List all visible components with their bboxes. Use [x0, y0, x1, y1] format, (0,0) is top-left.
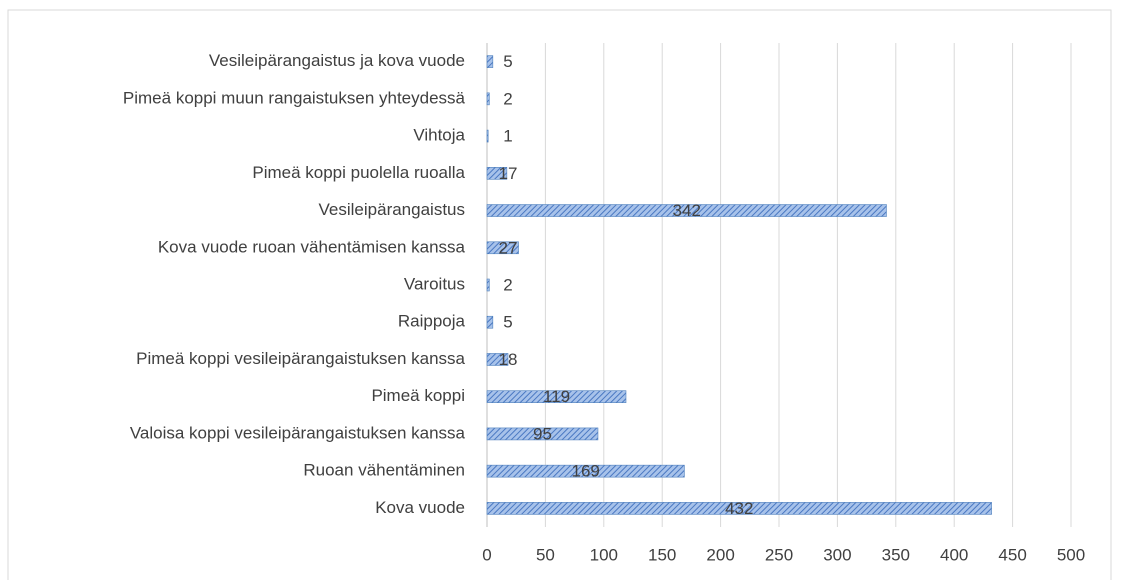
bar: [486, 92, 490, 106]
data-label: 432: [725, 499, 753, 518]
bar: [486, 464, 685, 478]
data-label: 5: [503, 313, 512, 332]
bar: [486, 278, 490, 292]
data-label: 169: [572, 462, 600, 481]
bar: [486, 502, 992, 515]
bar: [486, 241, 519, 255]
bar: [486, 315, 494, 329]
bar: [486, 204, 887, 217]
data-label: 17: [499, 164, 518, 183]
chart-border: [7, 9, 1112, 580]
y-tick-label: Vesileipärangaistus ja kova vuode: [209, 51, 465, 70]
bar: [486, 427, 599, 441]
x-tick-label: 450: [998, 545, 1026, 564]
y-tick-label: Kova vuode ruoan vähentämisen kanssa: [158, 237, 466, 256]
x-tick-label: 250: [765, 545, 793, 564]
y-tick-label: Vihtoja: [413, 126, 465, 145]
bar: [486, 129, 489, 143]
y-tick-label: Pimeä koppi muun rangaistuksen yhteydess…: [123, 88, 466, 107]
data-label: 2: [503, 275, 512, 294]
x-tick-label: 400: [940, 545, 968, 564]
y-tick-label: Valoisa koppi vesileipärangaistuksen kan…: [130, 423, 466, 442]
y-tick-label: Ruoan vähentäminen: [303, 461, 465, 480]
data-label: 95: [533, 424, 552, 443]
y-tick-label: Raippoja: [398, 312, 466, 331]
y-tick-label: Pimeä koppi: [371, 386, 465, 405]
x-tick-label: 200: [706, 545, 734, 564]
data-label: 119: [543, 387, 570, 406]
y-tick-label: Pimeä koppi puolella ruoalla: [252, 163, 465, 182]
bar: [486, 55, 494, 68]
data-label: 27: [499, 238, 518, 257]
data-label: 2: [503, 89, 512, 108]
data-label: 5: [503, 52, 512, 71]
bar: [486, 167, 508, 180]
data-label: 18: [499, 350, 518, 369]
data-label: 342: [673, 201, 701, 220]
y-tick-label: Vesileipärangaistus: [319, 200, 465, 219]
y-tick-label: Varoitus: [404, 274, 465, 293]
data-label: 1: [503, 127, 512, 146]
y-tick-label: Kova vuode: [375, 498, 465, 517]
y-tick-label: Pimeä koppi vesileipärangaistuksen kanss…: [136, 349, 465, 368]
x-tick-label: 50: [536, 545, 555, 564]
x-tick-label: 100: [590, 545, 618, 564]
bar: [486, 353, 509, 366]
x-tick-label: 300: [823, 545, 851, 564]
x-tick-label: 0: [482, 545, 491, 564]
bar: [486, 390, 627, 403]
x-tick-label: 350: [882, 545, 910, 564]
x-tick-label: 500: [1057, 545, 1085, 564]
x-tick-label: 150: [648, 545, 676, 564]
